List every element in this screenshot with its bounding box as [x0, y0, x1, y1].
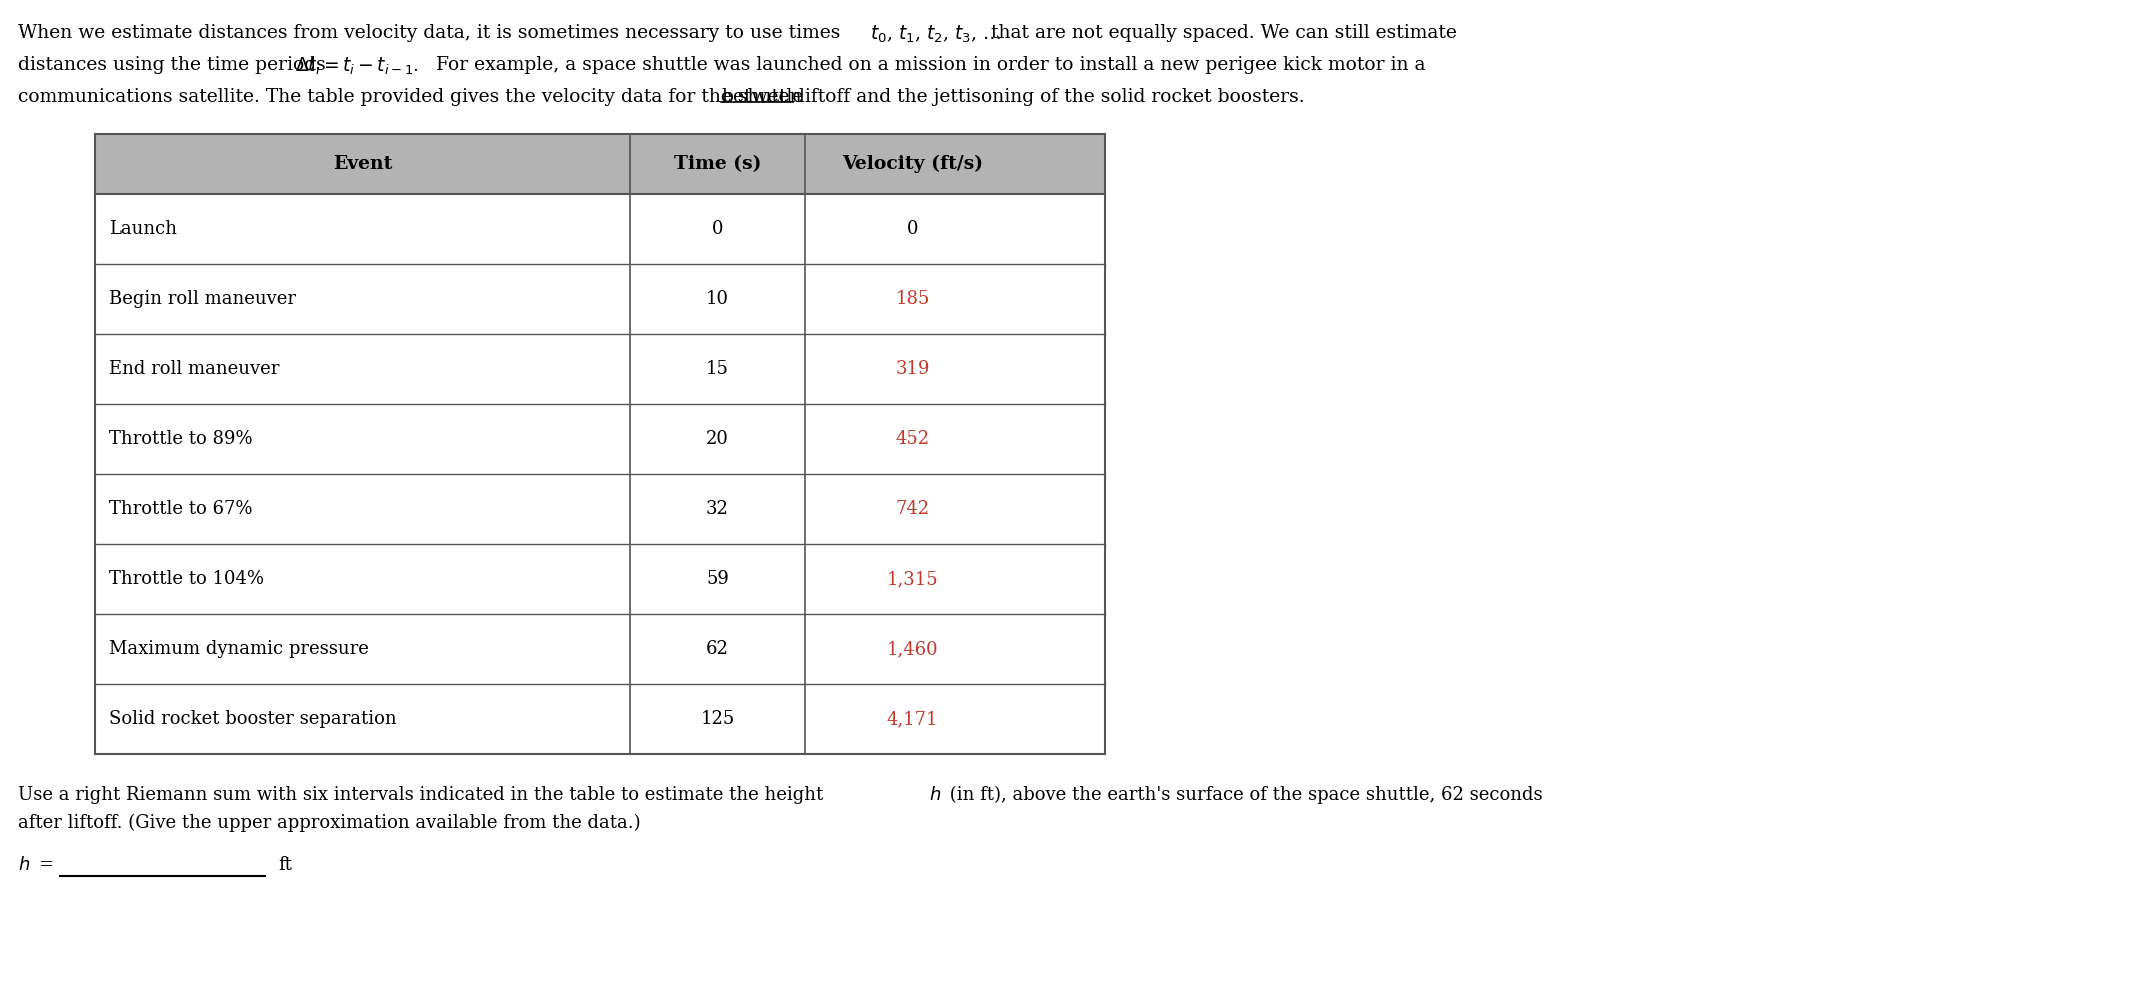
- Text: liftoff and the jettisoning of the solid rocket boosters.: liftoff and the jettisoning of the solid…: [793, 88, 1305, 106]
- Text: 319: 319: [896, 360, 931, 378]
- Text: 742: 742: [896, 500, 931, 518]
- Text: 452: 452: [896, 430, 931, 448]
- Text: 185: 185: [896, 290, 931, 308]
- Text: communications satellite. The table provided gives the velocity data for the shu: communications satellite. The table prov…: [17, 88, 810, 106]
- Text: between: between: [722, 88, 801, 106]
- Text: ft: ft: [278, 856, 293, 874]
- Text: Throttle to 104%: Throttle to 104%: [110, 570, 265, 588]
- Text: 32: 32: [707, 500, 728, 518]
- Text: 1,460: 1,460: [887, 640, 939, 658]
- Text: End roll maneuver: End roll maneuver: [110, 360, 280, 378]
- Text: Throttle to 67%: Throttle to 67%: [110, 500, 252, 518]
- Text: 62: 62: [707, 640, 728, 658]
- Text: $h$: $h$: [17, 856, 30, 874]
- Bar: [95, 134, 1105, 754]
- Text: Event: Event: [334, 155, 392, 173]
- Text: $t_0$, $t_1$, $t_2$, $t_3$, $\ldots$: $t_0$, $t_1$, $t_2$, $t_3$, $\ldots$: [870, 24, 1002, 46]
- Text: Velocity (ft/s): Velocity (ft/s): [842, 155, 982, 174]
- Text: Solid rocket booster separation: Solid rocket booster separation: [110, 710, 396, 728]
- Text: 1,315: 1,315: [887, 570, 939, 588]
- Text: Throttle to 89%: Throttle to 89%: [110, 430, 252, 448]
- Text: 10: 10: [707, 290, 728, 308]
- Text: Launch: Launch: [110, 220, 177, 238]
- Text: =: =: [39, 856, 54, 874]
- Text: 4,171: 4,171: [887, 710, 939, 728]
- Bar: [95, 134, 1105, 194]
- Text: Use a right Riemann sum with six intervals indicated in the table to estimate th: Use a right Riemann sum with six interva…: [17, 786, 829, 804]
- Text: after liftoff. (Give the upper approximation available from the data.): after liftoff. (Give the upper approxima…: [17, 814, 640, 832]
- Text: that are not equally spaced. We can still estimate: that are not equally spaced. We can stil…: [984, 24, 1456, 42]
- Text: Begin roll maneuver: Begin roll maneuver: [110, 290, 295, 308]
- Text: $\Delta t_i = t_i - t_{i-1}$.: $\Delta t_i = t_i - t_{i-1}$.: [295, 56, 420, 77]
- Text: (in ft), above the earth's surface of the space shuttle, 62 seconds: (in ft), above the earth's surface of th…: [943, 786, 1542, 805]
- Text: Maximum dynamic pressure: Maximum dynamic pressure: [110, 640, 368, 658]
- Text: For example, a space shuttle was launched on a mission in order to install a new: For example, a space shuttle was launche…: [431, 56, 1426, 74]
- Text: 59: 59: [707, 570, 728, 588]
- Text: 0: 0: [907, 220, 918, 238]
- Text: 20: 20: [707, 430, 728, 448]
- Text: 15: 15: [707, 360, 728, 378]
- Text: $h$: $h$: [928, 786, 941, 804]
- Text: 125: 125: [700, 710, 735, 728]
- Text: When we estimate distances from velocity data, it is sometimes necessary to use : When we estimate distances from velocity…: [17, 24, 847, 42]
- Text: distances using the time periods: distances using the time periods: [17, 56, 332, 74]
- Text: 0: 0: [711, 220, 724, 238]
- Text: Time (s): Time (s): [674, 155, 760, 173]
